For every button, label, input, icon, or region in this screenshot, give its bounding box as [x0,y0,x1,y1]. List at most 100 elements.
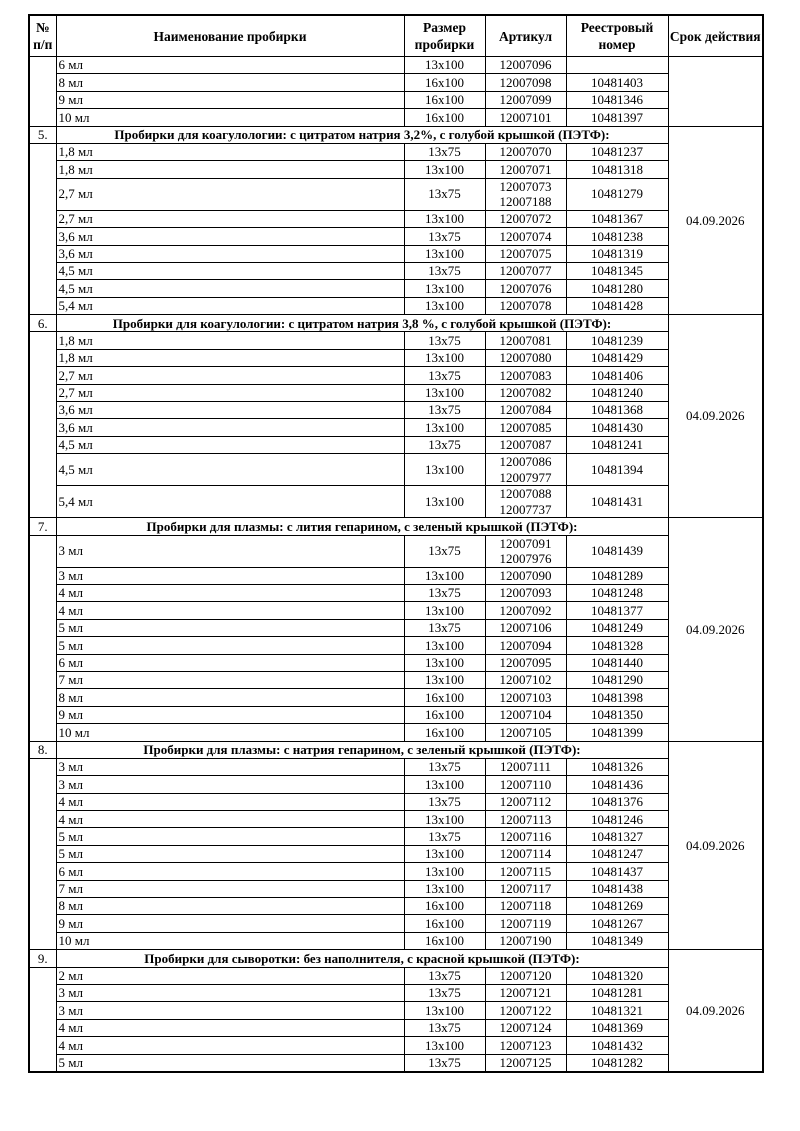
tube-name: 8 мл [55,73,405,92]
article-line: 12007093 [499,585,552,601]
article-number: 12007075 [484,244,567,263]
table-row: 5 мл 13x75 12007106 10481249 [29,618,763,638]
table-row: 2,7 мл 13x75 12007073 12007188 10481279 [29,177,763,211]
article-number: 12007095 [484,653,567,672]
tube-name: 4 мл [55,1036,405,1055]
tube-name: 4 мл [55,792,405,812]
tube-size: 13x100 [403,453,486,487]
tube-size: 13x100 [403,348,486,368]
validity-value: 04.09.2026 [667,314,764,519]
article-number: 12007098 [484,73,567,92]
registry-number: 10481319 [565,244,669,263]
table-row: 2,7 мл 13x100 12007072 10481367 [29,209,763,229]
registry-number: 10481350 [565,705,669,725]
tube-name: 1,8 мл [55,160,405,179]
registry-number: 10481369 [565,1018,669,1038]
tube-name: 2,7 мл [55,209,405,229]
registry-number: 10481289 [565,566,669,585]
table-row: 3,6 мл 13x75 12007074 10481238 [29,227,763,246]
article-line: 12007075 [499,245,552,261]
article-line: 12007078 [499,298,552,314]
table-row: 5,4 мл 13x100 12007078 10481428 [29,296,763,316]
registry-number: 10481406 [565,366,669,385]
tube-name: 4,5 мл [55,453,405,487]
table-row: 8 мл 16x100 12007098 10481403 [29,73,763,92]
article-number: 12007091 12007976 [484,534,567,568]
registry-number: 10481437 [565,862,669,881]
article-number: 12007124 [484,1018,567,1038]
tube-size: 13x100 [403,209,486,229]
article-number: 12007112 [484,792,567,812]
table-row: 10 мл 16x100 12007105 10481399 [29,723,763,742]
table-row: 2,7 мл 13x75 12007083 10481406 [29,366,763,385]
registry-number: 10481240 [565,383,669,403]
article-number: 12007088 12007737 [484,485,567,519]
article-line: 12007090 [499,568,552,584]
article-number: 12007096 [484,55,567,75]
article-number: 12007081 [484,331,567,350]
table-row: 4,5 мл 13x75 12007087 10481241 [29,435,763,455]
article-line: 12007091 [499,535,552,551]
table-row: 8 мл 16x100 12007118 10481269 [29,897,763,916]
registry-number: 10481290 [565,670,669,690]
section-title: Пробирки для коагулологии: с цитратом на… [55,314,669,333]
table-header-row: № п/п Наименование пробирки Размер проби… [28,14,764,57]
column-header-article: Артикул [484,14,567,57]
table-row: 8 мл 16x100 12007103 10481398 [29,688,763,707]
tube-size: 13x100 [403,775,486,794]
column-header-size: Размер пробирки [403,14,486,57]
article-line: 12007083 [499,367,552,383]
row-number-cell [28,757,57,951]
tube-name: 3 мл [55,757,405,777]
tube-name: 5,4 мл [55,485,405,519]
article-line: 12007092 [499,602,552,618]
tube-size: 13x75 [403,1018,486,1038]
registry-number: 10481248 [565,583,669,603]
section-number: 8. [28,740,57,759]
article-line: 12007737 [499,501,552,517]
tube-name: 6 мл [55,55,405,75]
article-number: 12007092 [484,601,567,620]
tube-size: 13x100 [403,862,486,881]
table-row: 10 мл 16x100 12007101 10481397 [29,108,763,127]
article-number: 12007106 [484,618,567,638]
tube-size: 13x75 [403,827,486,846]
tube-size: 13x100 [403,1001,486,1020]
tube-name: 10 мл [55,931,405,951]
tube-size: 16x100 [403,914,486,933]
tube-name: 4,5 мл [55,435,405,455]
registry-number: 10481247 [565,844,669,864]
tube-name: 9 мл [55,90,405,110]
table-row: 4,5 мл 13x100 12007076 10481280 [29,279,763,298]
table-row: 7 мл 13x100 12007117 10481438 [29,879,763,899]
article-line: 12007119 [499,915,552,931]
article-number: 12007110 [484,775,567,794]
article-line: 12007082 [499,385,552,401]
registry-number: 10481367 [565,209,669,229]
registry-number: 10481320 [565,966,669,985]
tube-size: 13x100 [403,383,486,403]
article-number: 12007105 [484,723,567,742]
table-row: 1,8 мл 13x75 12007081 10481239 [28,331,763,519]
section-number: 7. [28,517,57,536]
validity-value: 04.09.2026 [667,740,764,951]
registry-number: 10481431 [565,485,669,519]
article-line: 12007070 [499,144,552,160]
tube-name: 4 мл [55,601,405,620]
tube-size: 13x100 [403,844,486,864]
article-number: 12007084 [484,401,567,420]
row-number-cell [28,331,57,519]
article-number: 12007101 [484,108,567,127]
article-number: 12007123 [484,1036,567,1055]
article-line: 12007095 [499,654,552,670]
tube-name: 3 мл [55,775,405,794]
tube-size: 13x75 [403,261,486,281]
registry-number: 10481394 [565,453,669,487]
tube-size: 13x75 [403,583,486,603]
registry-number: 10481327 [565,827,669,846]
table-row: 4 мл 13x75 12007124 10481369 [29,1018,763,1038]
article-line: 12007976 [499,551,552,567]
article-number: 12007070 [484,142,567,162]
tube-name: 10 мл [55,108,405,127]
article-number: 12007117 [484,879,567,899]
